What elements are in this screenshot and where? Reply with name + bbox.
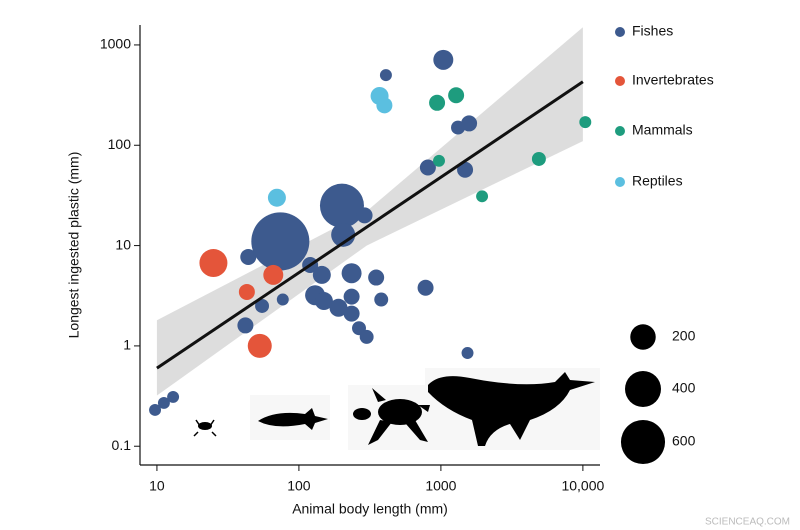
bubble [448, 87, 465, 104]
watermark: SCIENCEAQ.COM [705, 517, 790, 528]
x-tick-label: 100 [287, 478, 311, 494]
bubble [199, 249, 228, 278]
y-tick-label: 100 [108, 136, 132, 152]
legend-label: Fishes [632, 23, 673, 39]
silhouettes [193, 368, 600, 450]
crab-icon [193, 419, 217, 437]
fit-line [156, 80, 584, 370]
bubble [419, 159, 436, 176]
bubble [255, 299, 270, 313]
bubble [429, 94, 446, 111]
y-axis-title: Longest ingested plastic (mm) [66, 152, 82, 339]
bubble [319, 183, 364, 228]
bubble [267, 188, 286, 207]
size-legend-marker [620, 419, 666, 465]
bubble [276, 293, 289, 306]
bubble [433, 154, 445, 167]
x-tick-label: 10 [149, 478, 165, 494]
bubble [331, 222, 356, 247]
size-legend-marker [630, 324, 656, 350]
legend-marker [615, 27, 625, 37]
y-tick-label: 1000 [100, 36, 131, 52]
bubble [314, 292, 333, 311]
x-tick-label: 1000 [425, 478, 456, 494]
bubble [329, 298, 348, 317]
legend-label: Mammals [632, 122, 693, 138]
bubble [461, 115, 478, 132]
bubble [237, 317, 254, 334]
bubble [240, 248, 257, 265]
size-legend-label: 400 [672, 380, 696, 396]
size-legend-label: 600 [672, 433, 696, 449]
bubble [433, 49, 454, 70]
legend-marker [615, 76, 625, 86]
fish-icon [258, 408, 328, 430]
bubble [531, 151, 546, 166]
bubble [359, 329, 374, 344]
bubble [343, 305, 360, 322]
bubble [374, 292, 389, 307]
x-axis-title: Animal body length (mm) [292, 501, 448, 517]
legend-label: Invertebrates [632, 72, 714, 88]
bubble [167, 390, 180, 403]
bubble [579, 116, 592, 129]
bubble [376, 97, 393, 114]
size-legend-label: 200 [672, 328, 696, 344]
bubble [263, 264, 284, 285]
y-tick-label: 10 [115, 236, 131, 252]
bubble [476, 190, 489, 203]
x-tick-label: 10,000 [561, 478, 604, 494]
size-legend-marker [625, 371, 661, 407]
bubble [343, 288, 360, 305]
legend-marker [615, 177, 625, 187]
bubble [457, 161, 474, 178]
bubble [149, 403, 162, 416]
bubble [251, 212, 310, 271]
bubble [368, 269, 385, 286]
bubble [461, 347, 474, 359]
bubble [341, 263, 362, 284]
bubble [247, 333, 272, 358]
bubble [417, 279, 434, 296]
legend-marker [615, 126, 625, 136]
y-tick-label: 1 [123, 337, 131, 353]
legend-label: Reptiles [632, 173, 683, 189]
whale-icon [428, 372, 595, 446]
bubble [157, 396, 170, 409]
bubble [379, 69, 392, 82]
y-tick-label: 0.1 [112, 437, 132, 453]
bubble [356, 207, 373, 224]
bubble [238, 283, 255, 300]
bubble [312, 265, 331, 284]
turtle-icon [353, 388, 430, 445]
